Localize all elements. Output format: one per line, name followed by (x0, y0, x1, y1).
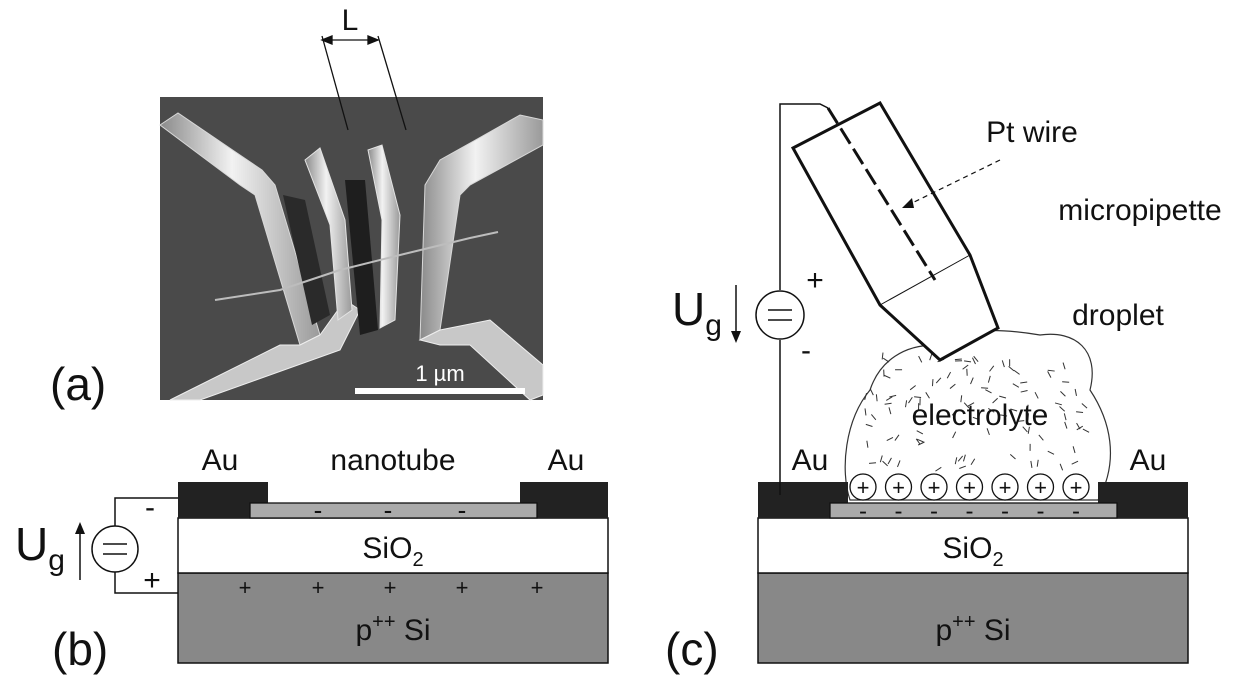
gate-arrow-up (75, 522, 85, 534)
gate-minus-c: - (801, 334, 811, 367)
charge-minus-c: - (1072, 498, 1080, 525)
panel-b: (b) p++ Si SiO2 Au Au nanotube - - - + +… (15, 444, 608, 675)
gate-label-b: Ug (15, 518, 65, 577)
charge-minus: - (458, 495, 467, 525)
gate-plus-c: + (806, 264, 824, 297)
ion-dash (955, 359, 962, 360)
electrolyte-label: electrolyte (912, 399, 1049, 432)
pt-wire-label: Pt wire (986, 116, 1078, 149)
charge-minus-c: - (859, 498, 867, 525)
cation-plus: + (892, 475, 905, 500)
ion-dash (914, 397, 921, 398)
cation-plus: + (1034, 475, 1047, 500)
charge-plus: + (456, 575, 469, 600)
panel-c-label: (c) (665, 623, 719, 675)
au-left-label-c: Au (792, 444, 829, 477)
length-label: L (342, 4, 359, 37)
panel-a-label: (a) (50, 358, 106, 410)
nanotube-layer (250, 503, 537, 518)
charge-plus: + (384, 575, 397, 600)
gate-circuit-b (80, 498, 178, 593)
panel-a: (a) 1 µm (50, 4, 543, 410)
ion-dash (1062, 382, 1069, 383)
charge-minus: - (314, 495, 323, 525)
au-left-label: Au (202, 444, 239, 477)
panel-b-label: (b) (52, 623, 108, 675)
nanotube-label: nanotube (330, 444, 455, 477)
charge-minus-c: - (930, 498, 938, 525)
charge-plus: + (312, 575, 325, 600)
charge-plus: + (239, 575, 252, 600)
gate-label-c: Ug (672, 283, 722, 342)
cation-plus: + (928, 475, 941, 500)
charge-plus: + (531, 575, 544, 600)
au-right-label: Au (548, 444, 585, 477)
charge-minus-c: - (1001, 498, 1009, 525)
panel-c: (c) p++ Si SiO2 + + + + + + + ------- Au Au el… (665, 103, 1222, 675)
scale-bar (355, 388, 525, 394)
sem-image: 1 µm (160, 97, 543, 400)
droplet-label: droplet (1072, 299, 1164, 332)
charge-minus: - (384, 495, 393, 525)
charge-minus-c: - (966, 498, 974, 525)
ion-dash (869, 463, 876, 464)
micropipette-label: micropipette (1058, 194, 1221, 227)
ion-dash (882, 353, 883, 360)
cation-plus: + (857, 475, 870, 500)
micropipette (793, 103, 998, 360)
charge-minus-c: - (895, 498, 903, 525)
charge-minus-c: - (1037, 498, 1045, 525)
gate-minus-b: - (145, 491, 155, 524)
gate-arrow-down (731, 331, 741, 343)
gate-plus-b: + (143, 564, 161, 597)
scale-bar-label: 1 µm (415, 361, 464, 386)
ion-dash (883, 358, 889, 362)
au-right-label-c: Au (1130, 444, 1167, 477)
cation-plus: + (999, 475, 1012, 500)
cation-plus: + (1070, 475, 1083, 500)
cation-plus: + (963, 475, 976, 500)
